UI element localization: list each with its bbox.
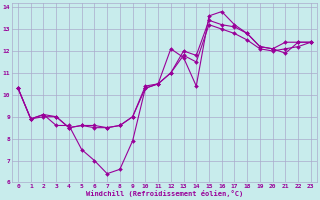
X-axis label: Windchill (Refroidissement éolien,°C): Windchill (Refroidissement éolien,°C) [86, 190, 243, 197]
